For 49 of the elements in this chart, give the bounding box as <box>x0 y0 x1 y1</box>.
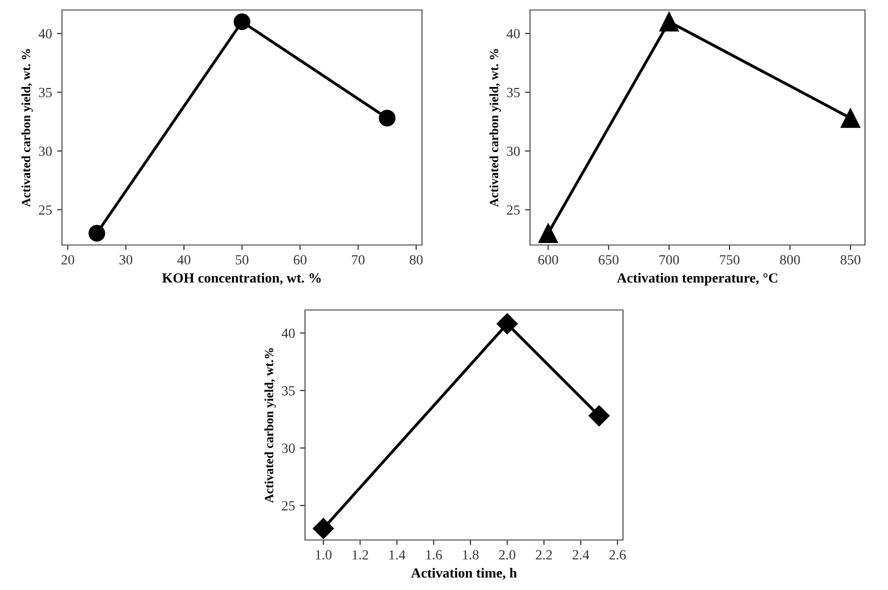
x-tick-label: 800 <box>780 255 800 264</box>
point <box>840 108 860 128</box>
y-tick-label: 25 <box>39 205 52 215</box>
y-tick-label: 30 <box>39 146 52 156</box>
point <box>588 405 610 426</box>
x-tick-label: 1.6 <box>426 550 442 560</box>
point <box>538 224 558 243</box>
x-tick-label: 50 <box>236 255 248 264</box>
x-tick-label: 30 <box>120 255 132 264</box>
y-tick-label: 25 <box>507 205 520 215</box>
y-tick-label: 40 <box>38 29 52 38</box>
x-tick-label: 750 <box>720 255 740 264</box>
point <box>659 12 679 32</box>
x-tick-label: 70 <box>352 255 365 264</box>
x-tick-label: 850 <box>840 255 860 264</box>
y-tick-label: 40 <box>506 29 520 38</box>
y-tick-label: 35 <box>39 88 52 98</box>
x-tick-label: 650 <box>598 255 618 264</box>
point <box>234 13 250 30</box>
x-tick-label: 600 <box>538 255 558 264</box>
x-tick-label: 2.6 <box>609 550 626 560</box>
point <box>312 518 334 540</box>
point <box>88 224 106 242</box>
point <box>496 313 518 334</box>
y-axis-title: Activated carbon yield, wt. % <box>21 49 33 207</box>
x-tick-label: 1.4 <box>389 550 406 560</box>
point <box>378 110 396 126</box>
y-tick-label: 30 <box>507 146 520 156</box>
y-axis-title: Activated carbon yield, wt. % <box>489 49 501 207</box>
y-axis-title: Activated carbon yield, wt.% <box>264 348 276 503</box>
y-tick-label: 35 <box>507 88 520 98</box>
x-axis-title: Activation temperature, °C <box>616 272 778 286</box>
x-axis-title: Activation time, h <box>411 568 517 580</box>
x-tick-label: 20 <box>61 255 74 264</box>
y-tick-label: 35 <box>282 386 295 396</box>
x-tick-label: 2.4 <box>572 550 590 560</box>
x-tick-label: 2.0 <box>499 550 516 560</box>
x-tick-label: 1.8 <box>462 550 479 560</box>
x-axis-title: KOH concentration, wt. % <box>162 272 321 285</box>
x-tick-label: 2.2 <box>536 550 552 560</box>
x-tick-label: 1.0 <box>316 550 332 560</box>
x-tick-label: 60 <box>294 255 306 264</box>
y-tick-label: 25 <box>282 501 295 510</box>
y-tick-label: 40 <box>282 328 295 338</box>
x-tick-label: 80 <box>410 255 423 264</box>
y-tick-label: 30 <box>282 444 295 453</box>
x-tick-label: 1.2 <box>352 550 368 560</box>
x-tick-label: 40 <box>177 255 190 264</box>
x-tick-label: 700 <box>660 255 679 264</box>
